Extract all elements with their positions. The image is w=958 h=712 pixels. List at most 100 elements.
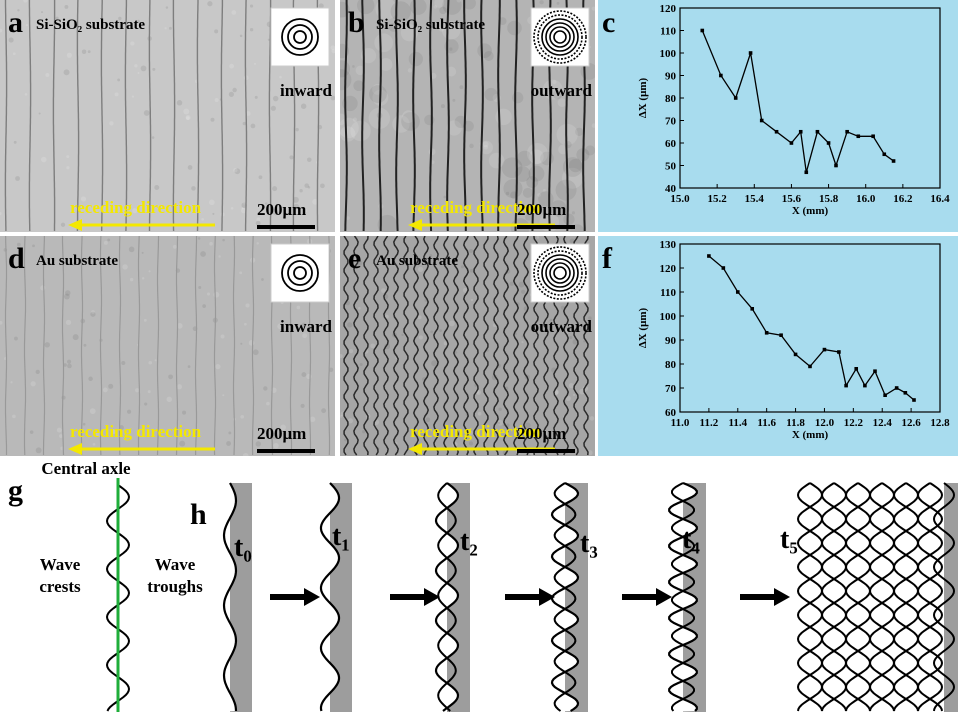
speckle xyxy=(88,50,91,53)
speckle xyxy=(232,88,236,92)
panel-letter: e xyxy=(348,242,361,275)
speckle xyxy=(556,180,577,201)
x-tick-label: 11.6 xyxy=(757,417,776,429)
x-tick-label: 16.4 xyxy=(930,193,950,205)
x-tick-label: 15.2 xyxy=(708,193,728,205)
data-point xyxy=(765,331,769,335)
data-point xyxy=(749,51,753,55)
speckle xyxy=(349,349,353,353)
speckle xyxy=(67,360,71,364)
data-point xyxy=(823,348,827,352)
inset-box xyxy=(271,244,329,302)
scale-label: 200μm xyxy=(517,424,566,443)
speckle xyxy=(255,96,258,99)
speckle xyxy=(144,110,150,116)
speckle xyxy=(218,255,220,257)
speckle xyxy=(240,35,243,38)
speckle xyxy=(510,282,514,286)
speckle xyxy=(239,271,242,274)
speckle xyxy=(41,157,47,163)
data-point xyxy=(794,353,798,357)
y-tick-label: 120 xyxy=(660,3,677,15)
x-tick-label: 16.0 xyxy=(856,193,876,205)
speckle xyxy=(144,319,147,322)
speckle xyxy=(215,98,219,102)
speckle xyxy=(209,200,215,206)
speckle xyxy=(240,343,242,345)
speckle xyxy=(179,441,185,447)
speckle xyxy=(91,310,95,314)
x-tick-label: 12.4 xyxy=(873,417,893,429)
data-point xyxy=(904,391,908,395)
x-tick-label: 12.0 xyxy=(815,417,835,429)
speckle xyxy=(214,29,218,33)
panel-letter: f xyxy=(602,242,613,275)
panel-letter: d xyxy=(8,242,25,275)
speckle xyxy=(583,340,585,342)
data-point xyxy=(750,307,754,311)
speckle xyxy=(198,286,201,289)
x-tick-label: 11.2 xyxy=(700,417,719,429)
film xyxy=(230,483,252,712)
speckle xyxy=(569,159,582,172)
panel-title: Au substrate xyxy=(376,253,458,269)
x-axis-label: X (mm) xyxy=(792,205,829,217)
speckle xyxy=(64,69,70,75)
speckle xyxy=(66,155,69,158)
data-point xyxy=(719,74,723,78)
speckle xyxy=(129,247,135,253)
crest-label: crests xyxy=(39,577,81,596)
inset-box xyxy=(531,244,589,302)
speckle xyxy=(519,282,525,288)
speckle xyxy=(249,340,255,346)
time-label: t₅ xyxy=(780,524,798,555)
speckle xyxy=(279,76,282,79)
panel-letter: h xyxy=(190,498,207,531)
panel-title: Si-SiO₂ substrate xyxy=(376,17,485,33)
speckle xyxy=(122,264,127,269)
time-label: t₄ xyxy=(682,524,700,555)
speckle xyxy=(212,213,214,215)
speckle xyxy=(198,237,201,240)
data-point xyxy=(808,365,812,369)
inset-label: inward xyxy=(280,317,333,336)
y-tick-label: 100 xyxy=(660,311,677,323)
data-point xyxy=(895,386,899,390)
speckle xyxy=(256,221,261,226)
speckle xyxy=(66,166,69,169)
speckle xyxy=(452,99,455,102)
speckle xyxy=(289,155,293,159)
speckle xyxy=(330,45,335,50)
stripe xyxy=(498,0,500,231)
speckle xyxy=(144,402,147,405)
data-point xyxy=(882,152,886,156)
speckle xyxy=(271,106,276,111)
speckle xyxy=(272,186,277,191)
speckle xyxy=(243,453,249,459)
speckle xyxy=(301,103,306,108)
speckle xyxy=(64,5,68,9)
speckle xyxy=(339,354,343,358)
speckle xyxy=(401,334,403,336)
inset-label: outward xyxy=(531,81,593,100)
speckle xyxy=(183,109,189,115)
speckle xyxy=(259,175,263,179)
speckle xyxy=(521,341,523,343)
speckle xyxy=(201,218,204,221)
y-tick-label: 110 xyxy=(660,287,676,299)
data-point xyxy=(863,384,867,388)
speckle xyxy=(266,402,270,406)
speckle xyxy=(536,236,539,239)
speckle xyxy=(459,85,463,89)
speckle xyxy=(254,63,256,65)
speckle xyxy=(569,336,572,339)
speckle xyxy=(461,265,464,268)
speckle xyxy=(59,434,63,438)
speckle xyxy=(495,109,512,126)
speckle xyxy=(350,121,371,142)
speckle xyxy=(229,92,234,97)
speckle xyxy=(369,85,387,103)
speckle xyxy=(321,408,326,413)
panel-letter: c xyxy=(602,6,615,39)
speckle xyxy=(168,374,173,379)
